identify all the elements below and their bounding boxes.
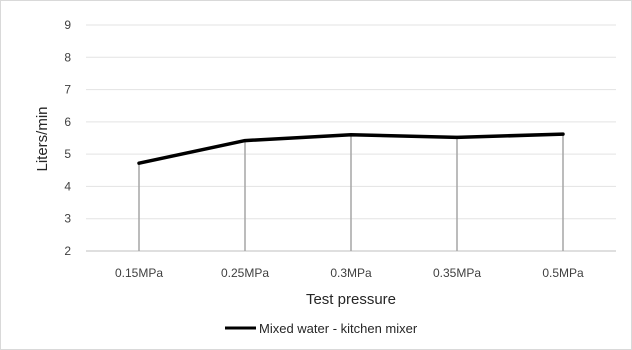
y-tick-label-5: 5	[64, 147, 71, 161]
data-point-0-4	[561, 132, 565, 136]
x-tick-labels: 0.15MPa 0.25MPa 0.3MPa 0.35MPa 0.5MPa	[115, 266, 584, 280]
x-axis-title: Test pressure	[306, 291, 396, 308]
y-tick-label-2: 2	[64, 244, 71, 258]
legend-label: Mixed water - kitchen mixer	[259, 321, 418, 336]
x-tick-label-2: 0.3MPa	[330, 266, 372, 280]
legend: Mixed water - kitchen mixer	[225, 321, 418, 336]
y-tick-label-6: 6	[64, 115, 71, 129]
x-tick-label-1: 0.25MPa	[221, 266, 269, 280]
data-point-0-3	[455, 135, 459, 139]
y-axis-title: Liters/min	[34, 106, 51, 171]
y-tick-label-9: 9	[64, 18, 71, 32]
x-tick-label-3: 0.35MPa	[433, 266, 481, 280]
x-tick-label-4: 0.5MPa	[542, 266, 584, 280]
data-point-0-1	[243, 139, 247, 143]
data-point-0-2	[349, 133, 353, 137]
y-tick-label-7: 7	[64, 83, 71, 97]
y-tick-label-4: 4	[64, 179, 71, 193]
data-point-0-0	[137, 161, 141, 165]
drop-lines	[138, 134, 564, 251]
series-lines	[137, 132, 565, 165]
gridlines	[86, 24, 616, 252]
y-tick-label-8: 8	[64, 50, 71, 64]
x-tick-label-0: 0.15MPa	[115, 266, 163, 280]
y-tick-label-3: 3	[64, 212, 71, 226]
y-tick-labels: 2 3 4 5 6 7 8 9	[64, 18, 71, 258]
